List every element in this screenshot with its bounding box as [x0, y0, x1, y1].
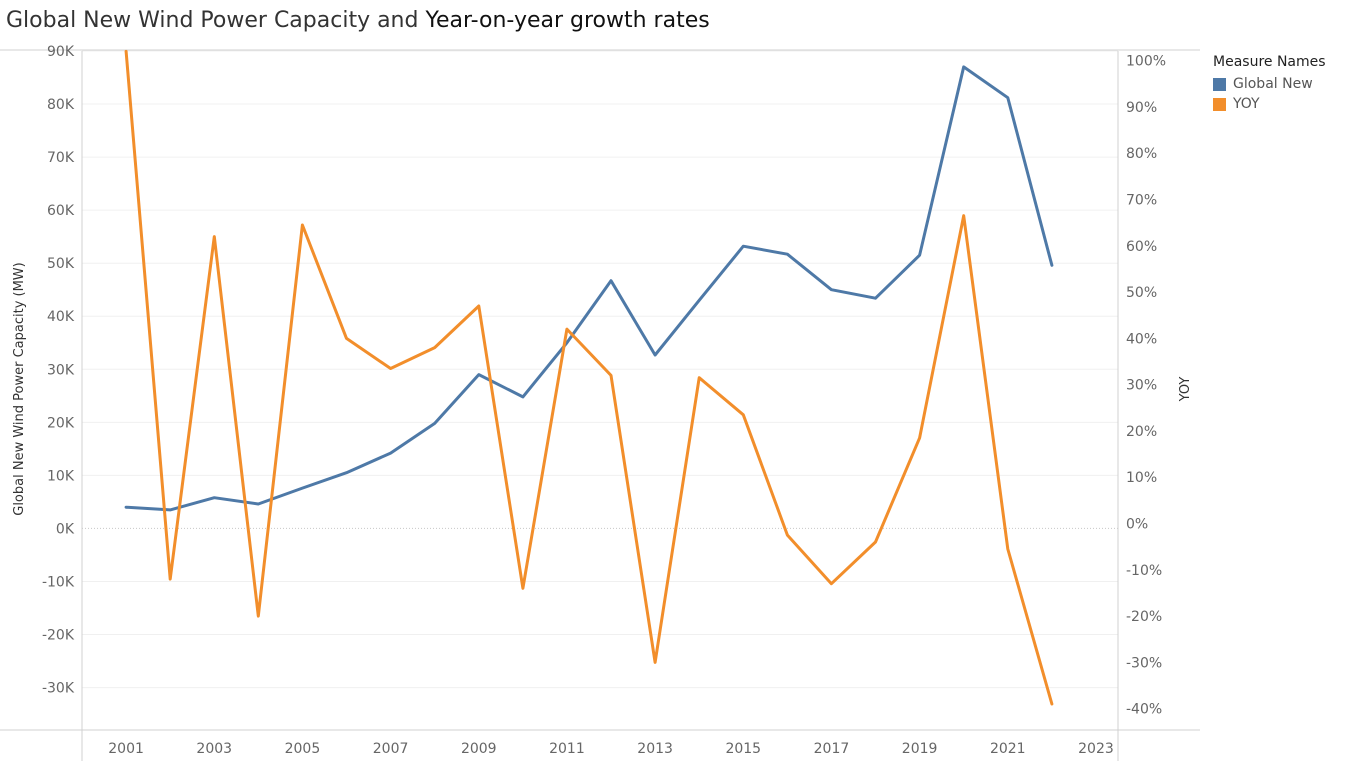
- left-tick-label: 80K: [47, 97, 75, 113]
- x-tick-label: 2013: [637, 741, 673, 757]
- left-tick-label: 50K: [47, 256, 75, 272]
- left-tick-label: 90K: [47, 44, 75, 60]
- right-tick-label: -10%: [1126, 563, 1162, 579]
- right-tick-label: -30%: [1126, 655, 1162, 671]
- left-tick-label: 70K: [47, 150, 75, 166]
- right-axis-label: YOY: [1178, 377, 1193, 403]
- right-tick-label: 80%: [1126, 146, 1157, 162]
- x-tick-label: 2019: [902, 741, 938, 757]
- axes: [0, 51, 1200, 761]
- right-axis-ticks: 100% 90% 80% 70% 60% 50% 40% 30% 20% 10% 0% -10% -20…: [1126, 54, 1166, 718]
- legend-item-global-new[interactable]: Global New: [1213, 74, 1326, 94]
- legend-title: Measure Names: [1213, 54, 1326, 70]
- x-tick-label: 2003: [196, 741, 232, 757]
- legend-swatch-yoy: [1213, 97, 1226, 111]
- x-tick-label: 2009: [461, 741, 497, 757]
- legend: Measure Names Global New YOY: [1213, 54, 1326, 114]
- left-tick-label: -10K: [42, 574, 75, 590]
- left-axis-ticks: 90K 80K 70K 60K 50K 40K 30K 20K 10K 0K -10K -20K -30…: [42, 44, 75, 697]
- series-line-yoy: [124, 49, 1054, 706]
- left-tick-label: 0K: [56, 521, 75, 537]
- x-tick-label: 2015: [725, 741, 761, 757]
- right-tick-label: -40%: [1126, 702, 1162, 718]
- x-axis-ticks: 2001 2003 2005 2007 2009 2011 2013 2015 2017 2019…: [108, 741, 1114, 757]
- x-tick-label: 2005: [285, 741, 321, 757]
- right-tick-label: 100%: [1126, 54, 1166, 70]
- chart-title: Global New Wind Power Capacity and Year-…: [6, 8, 710, 33]
- right-tick-label: 0%: [1126, 517, 1148, 533]
- right-tick-label: 90%: [1126, 100, 1157, 116]
- right-tick-label: 20%: [1126, 424, 1157, 440]
- series-lines: [124, 49, 1054, 706]
- x-tick-label: 2001: [108, 741, 144, 757]
- left-tick-label: 40K: [47, 309, 75, 325]
- right-tick-label: 40%: [1126, 331, 1157, 347]
- legend-label-global-new: Global New: [1233, 76, 1313, 92]
- left-tick-label: 10K: [47, 468, 75, 484]
- grid-lines: [82, 50, 1118, 689]
- x-tick-label: 2023: [1078, 741, 1114, 757]
- left-axis-label: Global New Wind Power Capacity (MW): [12, 262, 27, 516]
- x-tick-label: 2007: [373, 741, 409, 757]
- legend-label-yoy: YOY: [1233, 96, 1260, 112]
- right-tick-label: 50%: [1126, 285, 1157, 301]
- right-tick-label: 30%: [1126, 378, 1157, 394]
- right-tick-label: -20%: [1126, 609, 1162, 625]
- left-tick-label: -20K: [42, 628, 75, 644]
- right-tick-label: 60%: [1126, 239, 1157, 255]
- left-tick-label: -30K: [42, 681, 75, 697]
- x-tick-label: 2021: [990, 741, 1026, 757]
- left-tick-label: 60K: [47, 203, 75, 219]
- right-tick-label: 70%: [1126, 193, 1157, 209]
- left-tick-label: 20K: [47, 415, 75, 431]
- legend-swatch-global-new: [1213, 77, 1226, 91]
- chart-title-part1: Global New Wind Power Capacity and: [6, 8, 426, 33]
- x-tick-label: 2011: [549, 741, 585, 757]
- x-tick-label: 2017: [814, 741, 850, 757]
- series-line-global-new: [124, 65, 1054, 512]
- left-tick-label: 30K: [47, 362, 75, 378]
- legend-item-yoy[interactable]: YOY: [1213, 94, 1326, 114]
- right-tick-label: 10%: [1126, 470, 1157, 486]
- chart-title-part2: Year-on-year growth rates: [425, 8, 710, 33]
